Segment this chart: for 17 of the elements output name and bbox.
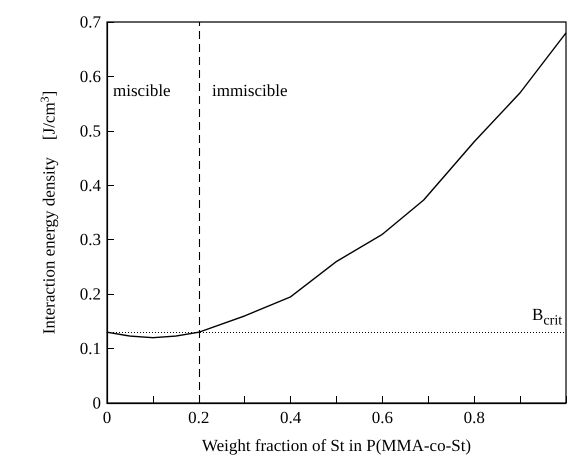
x-tick-label: 0.2 — [188, 408, 210, 427]
y-tick-label: 0.5 — [80, 121, 101, 140]
annotation: miscible — [113, 81, 171, 100]
y-tick-label: 0.3 — [80, 230, 101, 250]
y-tick-label: 0.7 — [80, 12, 102, 32]
x-tick-label: 0.4 — [280, 408, 302, 427]
x-tick-label: 0.6 — [372, 408, 394, 427]
x-tick-label: 0.8 — [464, 408, 485, 427]
y-tick-label: 0.2 — [80, 284, 101, 304]
x-axis-title: Weight fraction of St in P(MMA-co-St) — [202, 436, 472, 455]
y-tick-label: 0.1 — [80, 339, 101, 358]
y-tick-label: 0 — [92, 394, 101, 412]
ref-line-label: B$_{crit}$ — [532, 305, 562, 329]
y-axis-title: Interaction energy density [J/cm3] — [38, 90, 58, 334]
y-tick-label: 0.6 — [80, 66, 101, 86]
y-tick-label: 0.4 — [80, 176, 102, 195]
annotation: immiscible — [212, 81, 288, 100]
